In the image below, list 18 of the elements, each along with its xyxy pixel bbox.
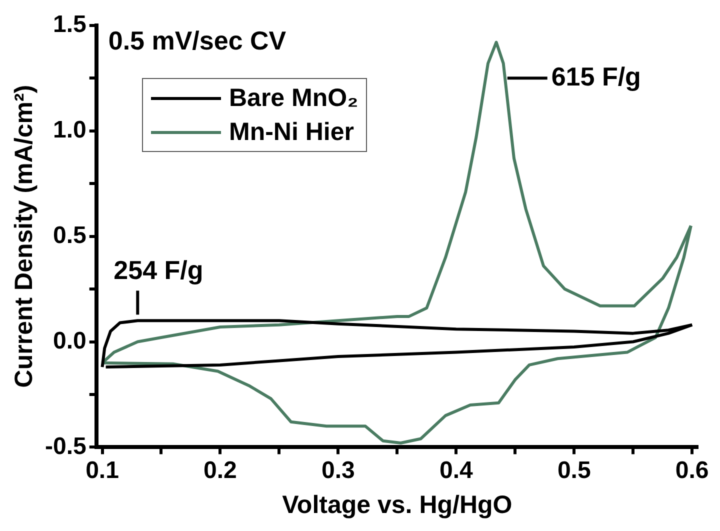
y-tick-label: 0.5 <box>52 222 86 249</box>
y-axis-title: Current Density (mA/cm²) <box>10 84 38 388</box>
y-tick-label: 1.0 <box>52 116 86 144</box>
y-tick-label: 1.5 <box>52 11 86 38</box>
annotation: 0.5 mV/sec CV <box>108 26 287 56</box>
x-tick-label: 0.2 <box>204 457 237 484</box>
x-tick-label: 0.4 <box>439 457 474 484</box>
legend-label: Mn-Ni Hier <box>229 117 354 148</box>
annotation: 254 F/g <box>114 254 204 285</box>
x-tick-label: 0.5 <box>557 457 591 484</box>
x-tick-label: 0.3 <box>322 457 355 484</box>
x-tick-label: 0.1 <box>86 457 119 484</box>
x-tick-label: 0.6 <box>675 457 709 484</box>
y-tick-label: 0.0 <box>52 327 86 354</box>
legend-label: Bare MnO₂ <box>229 83 358 114</box>
x-axis-title: Voltage vs. Hg/HgO <box>282 490 512 519</box>
y-tick-label: -0.5 <box>44 432 86 460</box>
annotation: 615 F/g <box>551 61 641 92</box>
